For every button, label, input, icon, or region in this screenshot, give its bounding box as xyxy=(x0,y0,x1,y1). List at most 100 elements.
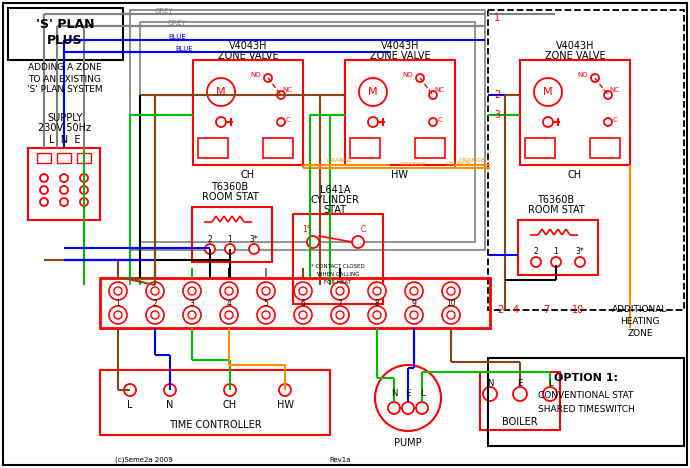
Text: ORANGE: ORANGE xyxy=(326,159,353,163)
Circle shape xyxy=(60,174,68,182)
Text: 1: 1 xyxy=(494,13,500,23)
Circle shape xyxy=(373,287,381,295)
Bar xyxy=(488,10,684,310)
Circle shape xyxy=(151,311,159,319)
Circle shape xyxy=(352,236,364,248)
Text: L: L xyxy=(127,400,132,410)
Circle shape xyxy=(591,74,599,82)
Circle shape xyxy=(146,306,164,324)
Circle shape xyxy=(534,78,562,106)
Circle shape xyxy=(551,257,561,267)
Circle shape xyxy=(80,186,88,194)
Text: ZONE VALVE: ZONE VALVE xyxy=(217,51,278,61)
Text: HW: HW xyxy=(277,400,293,410)
Text: NO: NO xyxy=(578,72,589,78)
Text: L: L xyxy=(548,380,552,388)
Bar xyxy=(8,8,123,60)
Text: N: N xyxy=(391,389,397,398)
Circle shape xyxy=(331,282,349,300)
Text: NC: NC xyxy=(282,87,292,93)
Circle shape xyxy=(40,174,48,182)
Text: V4043H: V4043H xyxy=(229,41,267,51)
Bar xyxy=(350,138,380,158)
Circle shape xyxy=(336,287,344,295)
Text: N: N xyxy=(487,380,493,388)
Bar xyxy=(100,278,490,328)
Text: NO: NO xyxy=(250,72,262,78)
Circle shape xyxy=(109,282,127,300)
Circle shape xyxy=(224,384,236,396)
Circle shape xyxy=(225,287,233,295)
Bar xyxy=(37,153,51,163)
Text: 1: 1 xyxy=(116,299,120,307)
Text: 1°: 1° xyxy=(303,226,311,234)
Text: ORANGE: ORANGE xyxy=(400,161,426,167)
Text: BLUE: BLUE xyxy=(168,34,186,40)
Text: ZONE VALVE: ZONE VALVE xyxy=(544,51,605,61)
Text: CH: CH xyxy=(568,170,582,180)
Text: HW: HW xyxy=(391,170,408,180)
Circle shape xyxy=(405,306,423,324)
Text: 1: 1 xyxy=(228,234,233,243)
Circle shape xyxy=(359,78,387,106)
Circle shape xyxy=(207,78,235,106)
Circle shape xyxy=(410,311,418,319)
Text: M: M xyxy=(368,87,378,97)
Circle shape xyxy=(368,117,378,127)
Text: STAT: STAT xyxy=(324,205,346,215)
Text: BLUE: BLUE xyxy=(175,46,193,52)
Bar xyxy=(57,153,71,163)
Circle shape xyxy=(299,311,307,319)
Text: BOILER: BOILER xyxy=(502,417,538,427)
Circle shape xyxy=(205,244,215,254)
Text: 3*: 3* xyxy=(250,234,258,243)
Circle shape xyxy=(188,311,196,319)
Text: ADDING A ZONE: ADDING A ZONE xyxy=(28,64,102,73)
Text: 2: 2 xyxy=(208,234,213,243)
Circle shape xyxy=(80,198,88,206)
Text: E: E xyxy=(518,380,522,388)
Text: NO: NO xyxy=(403,72,413,78)
Text: ZONE: ZONE xyxy=(627,329,653,338)
Circle shape xyxy=(257,306,275,324)
Bar xyxy=(480,372,560,430)
Bar xyxy=(590,138,620,158)
Bar xyxy=(520,60,630,165)
Text: PLUS: PLUS xyxy=(47,34,83,46)
Bar xyxy=(77,153,91,163)
Circle shape xyxy=(294,306,312,324)
Text: OPTION 1:: OPTION 1: xyxy=(554,373,618,383)
Circle shape xyxy=(40,186,48,194)
Text: V4043H: V4043H xyxy=(381,41,420,51)
Circle shape xyxy=(416,74,424,82)
Text: NC: NC xyxy=(609,87,619,93)
Bar xyxy=(518,220,598,275)
Circle shape xyxy=(80,174,88,182)
Text: Rev1a: Rev1a xyxy=(329,457,351,463)
Circle shape xyxy=(447,287,455,295)
Text: CH: CH xyxy=(223,400,237,410)
Text: FOR HEAT: FOR HEAT xyxy=(324,279,351,285)
Circle shape xyxy=(336,311,344,319)
Bar xyxy=(130,10,485,250)
Text: 'S' PLAN SYSTEM: 'S' PLAN SYSTEM xyxy=(27,86,103,95)
Circle shape xyxy=(294,282,312,300)
Circle shape xyxy=(114,311,122,319)
Text: TIME CONTROLLER: TIME CONTROLLER xyxy=(168,420,262,430)
Text: C: C xyxy=(613,117,618,123)
Bar xyxy=(140,22,475,242)
Circle shape xyxy=(249,244,259,254)
Circle shape xyxy=(575,257,585,267)
Text: 3*: 3* xyxy=(575,248,584,256)
Circle shape xyxy=(216,117,226,127)
Circle shape xyxy=(114,287,122,295)
Text: HEATING: HEATING xyxy=(620,317,660,327)
Circle shape xyxy=(442,282,460,300)
Text: ORANGE: ORANGE xyxy=(445,161,472,167)
Text: ROOM STAT: ROOM STAT xyxy=(528,205,584,215)
Text: WHEN CALLING: WHEN CALLING xyxy=(317,271,359,277)
Bar xyxy=(415,138,445,158)
Circle shape xyxy=(220,306,238,324)
Circle shape xyxy=(429,118,437,126)
Text: 2: 2 xyxy=(497,305,503,315)
